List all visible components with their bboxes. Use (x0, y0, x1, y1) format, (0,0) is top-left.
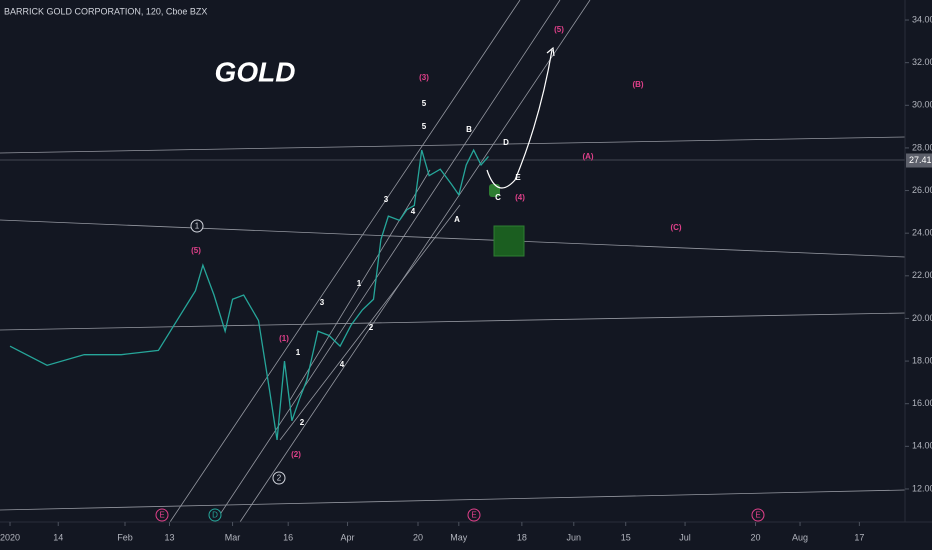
circled-label: E (755, 511, 760, 520)
circled-label: 2 (277, 474, 282, 483)
projection-path (486, 49, 553, 189)
x-tick-label: Jul (679, 532, 691, 542)
x-tick-label: 17 (854, 532, 864, 542)
x-tick-label: Jun (567, 532, 582, 542)
wave-label: (2) (291, 450, 301, 459)
y-tick-label: 22.00 (912, 270, 932, 280)
circled-label: D (212, 511, 218, 520)
trend-lines (0, 0, 906, 523)
chart-title: BARRICK GOLD CORPORATION, 120, Cboe BZX (4, 6, 207, 16)
wave-label: 4 (411, 207, 416, 216)
x-tick-label: Mar (225, 532, 241, 542)
y-tick-label: 32.00 (912, 57, 932, 67)
y-tick-label: 20.00 (912, 313, 932, 323)
wave-label: (3) (419, 73, 429, 82)
x-tick-label: 14 (53, 532, 63, 542)
wave-label: (4) (515, 193, 525, 202)
x-tick-label: 15 (621, 532, 631, 542)
wave-label: (A) (582, 152, 593, 161)
last-price-box (906, 153, 932, 168)
wave-label: C (495, 193, 501, 202)
wave-label: (1) (279, 334, 289, 343)
x-tick-label: 13 (164, 532, 174, 542)
wave-label: A (454, 215, 460, 224)
price-line (9, 148, 489, 441)
wave-label: E (515, 173, 521, 182)
wave-label: B (466, 125, 472, 134)
y-tick-label: 24.00 (912, 228, 932, 238)
y-tick-label: 12.00 (912, 483, 932, 493)
label-circle (751, 508, 765, 522)
y-tick-label: 28.00 (912, 142, 932, 152)
x-tick-label: Apr (341, 532, 355, 542)
x-tick-label: Feb (117, 532, 133, 542)
y-tick-label: 14.00 (912, 441, 932, 451)
wave-label: 1 (296, 348, 301, 357)
y-tick-label: 26.00 (912, 185, 932, 195)
last-price-label: 27.41 (909, 155, 932, 165)
label-circle (208, 508, 222, 522)
x-tick-label: 18 (517, 532, 527, 542)
projection-arrow (546, 46, 555, 57)
y-tick-label: 34.00 (912, 14, 932, 24)
wave-label: 3 (384, 195, 389, 204)
target-zone (493, 225, 525, 257)
x-tick-label: 16 (283, 532, 293, 542)
wave-label: (B) (632, 80, 643, 89)
x-tick-label: May (450, 532, 468, 542)
label-circle (467, 508, 481, 522)
y-tick-label: 18.00 (912, 355, 932, 365)
wave-label: D (503, 138, 509, 147)
wave-label: 3 (320, 298, 325, 307)
annotation: GOLD (215, 56, 296, 87)
y-tick-label: 16.00 (912, 398, 932, 408)
label-circle (190, 219, 204, 233)
y-tick-label: 30.00 (912, 100, 932, 110)
circled-label: 1 (195, 222, 200, 231)
label-circle (155, 508, 169, 522)
wave-label: (C) (670, 223, 681, 232)
wave-label: 2 (300, 418, 305, 427)
x-tick-label: 20 (751, 532, 761, 542)
x-tick-label: Aug (792, 532, 808, 542)
x-tick-label: 2020 (0, 532, 20, 542)
wave-label: 4 (340, 360, 345, 369)
wave-label: 5 (422, 122, 427, 131)
circled-label: E (159, 511, 164, 520)
label-circle (272, 471, 286, 485)
wave-label: 1 (357, 279, 362, 288)
x-tick-label: 20 (413, 532, 423, 542)
wave-label: (5) (554, 25, 564, 34)
wave-label: (5) (191, 246, 201, 255)
wave-label: 2 (369, 323, 374, 332)
wave-label: 5 (422, 99, 427, 108)
circled-label: E (471, 511, 476, 520)
